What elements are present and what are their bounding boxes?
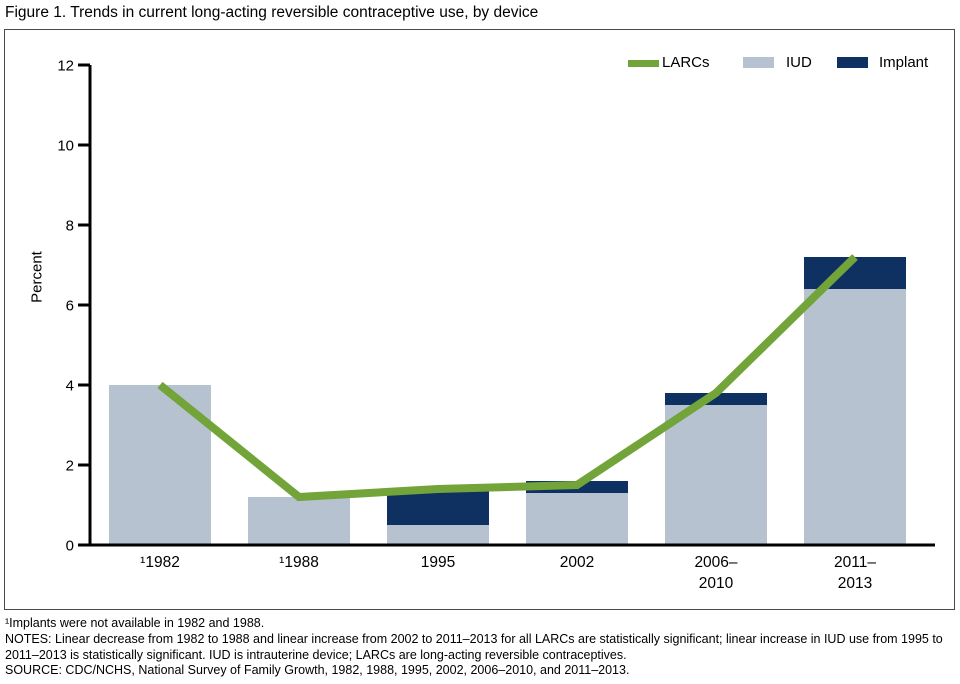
y-axis-tick-label: 0	[66, 538, 74, 555]
implant-bar-swatch-icon	[837, 57, 868, 68]
figure-title: Figure 1. Trends in current long-acting …	[5, 4, 539, 21]
legend-label-iud: IUD	[786, 54, 812, 71]
legend-label-larcs: LARCs	[662, 54, 710, 71]
legend-label-implant: Implant	[879, 54, 929, 71]
bar-iud-2006–	[665, 405, 767, 545]
footnotes: ¹Implants were not available in 1982 and…	[5, 616, 957, 679]
footnote-implants: ¹Implants were not available in 1982 and…	[5, 616, 265, 630]
chart-frame: 0 2 4 6 8 10 12 ¹1982 ¹1988 1995 2002 2006– 2010 2011…	[4, 29, 955, 610]
plot-area: 0 2 4 6 8 10 12 ¹1982 ¹1988 1995 2002 2006– 2010 2011…	[57, 58, 935, 592]
x-axis-category-label: 2010	[699, 575, 734, 592]
larcs-line-swatch-icon	[628, 60, 659, 67]
larcs-trend-line	[157, 254, 858, 502]
bar-implant-2006–	[665, 393, 767, 405]
y-axis-tick-label: 6	[66, 298, 74, 315]
y-axis-tick-label: 4	[66, 378, 74, 395]
bar-iud-1995	[387, 525, 489, 545]
x-axis-category-label: 2006–	[694, 554, 737, 571]
y-axis-title: Percent	[28, 251, 46, 303]
y-axis-tick-label: 12	[57, 58, 74, 75]
footnote-source: SOURCE: CDC/NCHS, National Survey of Fam…	[5, 663, 630, 678]
y-axis-tick-label: 2	[66, 458, 74, 475]
bar-implant-1995	[387, 489, 489, 525]
bar-iud-2002	[526, 493, 628, 545]
iud-bar-swatch-icon	[743, 57, 774, 68]
x-axis-category-label: 2002	[560, 554, 594, 571]
x-axis-category-label: 1995	[421, 554, 455, 571]
y-axis-tick-label: 10	[57, 138, 74, 155]
x-axis-category-label: 2011–	[834, 554, 876, 571]
y-axis-tick-label: 8	[66, 218, 74, 235]
x-axis-category-label: ¹1982	[140, 554, 180, 571]
bar-iud-2011–	[804, 289, 906, 545]
x-axis-category-label: ¹1988	[279, 554, 319, 571]
bar-iud-1988	[248, 497, 350, 545]
x-axis-category-label: 2013	[838, 575, 872, 592]
footnote-notes: NOTES: Linear decrease from 1982 to 1988…	[5, 631, 943, 662]
